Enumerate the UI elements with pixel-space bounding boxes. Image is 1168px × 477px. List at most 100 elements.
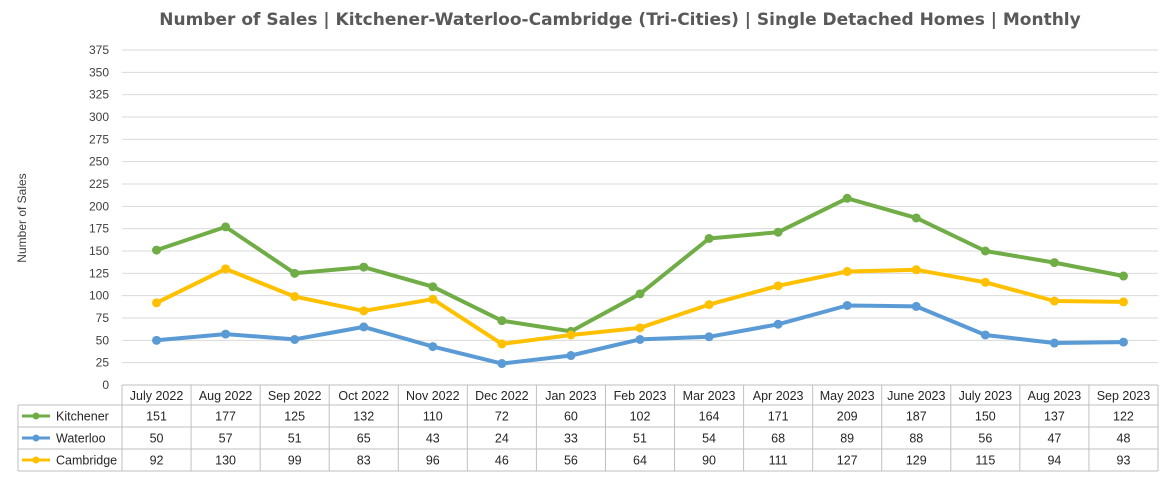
y-tick-label: 275	[89, 132, 109, 146]
x-category-label: Apr 2023	[753, 389, 804, 403]
cambridge-table-value: 115	[975, 454, 995, 468]
kitchener-point	[1049, 258, 1059, 268]
x-category-label: May 2023	[820, 389, 875, 403]
x-category-label: June 2023	[887, 389, 945, 403]
x-category-label: Nov 2022	[406, 389, 460, 403]
waterloo-point	[359, 322, 369, 332]
y-tick-label: 75	[96, 311, 110, 325]
waterloo-table-value: 57	[219, 432, 233, 446]
y-tick-label: 100	[89, 289, 109, 303]
waterloo-point	[497, 359, 507, 369]
y-tick-label: 200	[89, 199, 109, 213]
cambridge-point	[773, 281, 783, 291]
kitchener-table-value: 60	[564, 410, 578, 424]
waterloo-legend-label: Waterloo	[56, 432, 106, 446]
y-tick-label: 0	[102, 378, 109, 392]
kitchener-point	[635, 289, 645, 299]
cambridge-point	[911, 265, 921, 275]
kitchener-table-value: 151	[146, 410, 167, 424]
cambridge-table-value: 129	[906, 454, 927, 468]
cambridge-point	[152, 298, 162, 308]
y-tick-label: 125	[89, 266, 109, 280]
kitchener-point	[773, 227, 783, 237]
y-axis-label: Number of Sales	[15, 173, 29, 262]
data-table: July 2022 Aug 2022 Sep 2022 Oct 2022 Nov 202…	[17, 384, 1159, 472]
kitchener-table-value: 150	[975, 410, 996, 424]
cambridge-point	[842, 267, 852, 277]
kitchener-point	[980, 246, 990, 256]
kitchener-table-value: 102	[630, 410, 651, 424]
cambridge-table-value: 96	[426, 454, 440, 468]
y-tick-label: 300	[89, 110, 109, 124]
cambridge-table-value: 46	[495, 454, 509, 468]
x-category-label: Sep 2022	[268, 389, 322, 403]
cambridge-table-value: 64	[633, 454, 647, 468]
x-category-label: Jan 2023	[545, 389, 596, 403]
cambridge-table-value: 92	[150, 454, 164, 468]
x-category-label: July 2023	[959, 389, 1013, 403]
cambridge-point	[497, 339, 507, 349]
kitchener-point	[497, 316, 507, 326]
series-lines	[152, 193, 1128, 369]
cambridge-table-value: 130	[215, 454, 236, 468]
waterloo-table-value: 56	[978, 432, 992, 446]
cambridge-table-value: 111	[769, 454, 788, 468]
kitchener-table-value: 72	[495, 410, 509, 424]
waterloo-point	[842, 300, 852, 310]
cambridge-legend-marker	[32, 456, 40, 464]
kitchener-table-value: 137	[1044, 410, 1065, 424]
cambridge-point	[1049, 296, 1059, 306]
cambridge-point	[359, 306, 369, 316]
waterloo-table-value: 88	[909, 432, 923, 446]
chart-title: Number of Sales | Kitchener-Waterloo-Cam…	[159, 10, 1080, 30]
x-category-label: Aug 2022	[199, 389, 253, 403]
waterloo-point	[980, 330, 990, 340]
waterloo-table-value: 65	[357, 432, 371, 446]
gridlines	[122, 49, 1158, 386]
waterloo-point	[1118, 337, 1128, 347]
cambridge-table-value: 90	[702, 454, 716, 468]
cambridge-point	[221, 264, 231, 274]
kitchener-point	[359, 262, 369, 272]
x-category-label: Oct 2022	[338, 389, 389, 403]
waterloo-table-value: 48	[1117, 432, 1131, 446]
kitchener-table-value: 171	[768, 410, 789, 424]
waterloo-point	[911, 301, 921, 311]
cambridge-point	[566, 330, 576, 340]
cambridge-table-value: 56	[564, 454, 578, 468]
cambridge-point	[290, 292, 300, 302]
cambridge-table-value: 99	[288, 454, 302, 468]
y-axis-ticks: 0 25 50 75 100 125 150 175 200 225 250 275 300 325 350…	[89, 43, 109, 392]
x-category-label: Feb 2023	[614, 389, 667, 403]
waterloo-point	[1049, 338, 1059, 348]
waterloo-table-value: 24	[495, 432, 509, 446]
waterloo-table-value: 33	[564, 432, 578, 446]
waterloo-table-value: 89	[840, 432, 854, 446]
cambridge-point	[428, 294, 438, 304]
kitchener-table-value: 125	[284, 410, 305, 424]
kitchener-point	[221, 222, 231, 232]
waterloo-point	[152, 335, 162, 345]
cambridge-point	[1118, 297, 1128, 307]
y-tick-label: 225	[89, 177, 109, 191]
kitchener-table-value: 122	[1113, 410, 1134, 424]
waterloo-table-value: 51	[288, 432, 302, 446]
cambridge-table-value: 93	[1117, 454, 1131, 468]
waterloo-table-value: 51	[633, 432, 647, 446]
waterloo-table-value: 43	[426, 432, 440, 446]
x-category-label: Aug 2023	[1028, 389, 1082, 403]
x-category-label: July 2022	[130, 389, 184, 403]
y-tick-label: 325	[89, 88, 109, 102]
kitchener-point	[842, 193, 852, 203]
y-tick-label: 150	[89, 244, 109, 258]
kitchener-table-value: 209	[837, 410, 858, 424]
waterloo-table-value: 50	[150, 432, 164, 446]
cambridge-point	[980, 277, 990, 287]
kitchener-point	[290, 268, 300, 278]
waterloo-legend-marker	[32, 434, 40, 442]
waterloo-point	[290, 334, 300, 344]
waterloo-table-value: 54	[702, 432, 716, 446]
x-category-label: Dec 2022	[475, 389, 529, 403]
waterloo-point	[566, 351, 576, 361]
